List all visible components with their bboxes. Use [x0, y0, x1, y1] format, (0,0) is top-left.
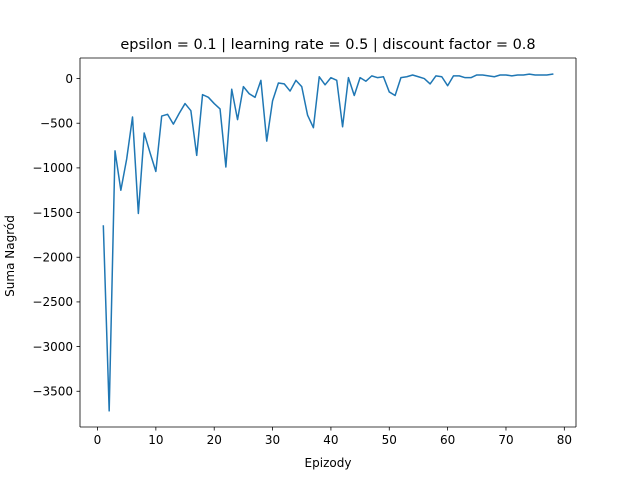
y-axis-label: Suma Nagród: [3, 215, 17, 297]
plot-area: [102, 73, 554, 412]
x-tick-label: 40: [323, 433, 338, 447]
y-tick-label: −1500: [32, 206, 73, 220]
x-tick-label: 60: [440, 433, 455, 447]
chart-title: epsilon = 0.1 | learning rate = 0.5 | di…: [120, 37, 535, 53]
x-tick-label: 70: [498, 433, 513, 447]
series-line-0: [102, 73, 554, 412]
y-tick-label: −3500: [32, 385, 73, 399]
x-tick-label: 30: [265, 433, 280, 447]
axes: 0 10 20 30 40 50 60 70 80 0 −500 −1000 −1500 −2000 −25…: [32, 57, 577, 447]
y-tick-label: −1000: [32, 161, 73, 175]
x-axis-label: Epizody: [305, 456, 352, 470]
x-tick-label: 50: [382, 433, 397, 447]
x-tick-label: 80: [557, 433, 572, 447]
y-tick-label: 0: [65, 72, 73, 86]
x-tick-label: 10: [148, 433, 163, 447]
y-tick-label: −2500: [32, 295, 73, 309]
y-tick-label: −500: [40, 117, 73, 131]
x-tick-label: 20: [207, 433, 222, 447]
x-tick-label: 0: [94, 433, 102, 447]
y-tick-label: −3000: [32, 340, 73, 354]
y-tick-label: −2000: [32, 251, 73, 265]
